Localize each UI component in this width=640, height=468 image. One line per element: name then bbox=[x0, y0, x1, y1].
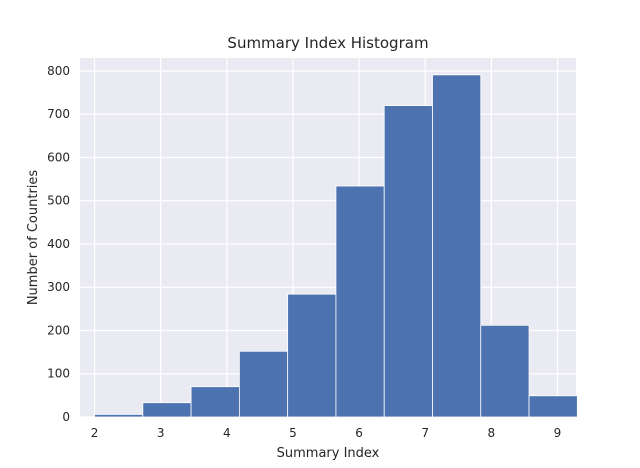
histogram-bar bbox=[94, 414, 144, 418]
x-tick-label: 6 bbox=[355, 426, 363, 440]
histogram-bar bbox=[190, 386, 240, 418]
y-axis-label: Number of Countries bbox=[26, 170, 41, 306]
y-tick-label: 500 bbox=[47, 194, 70, 208]
y-tick-label: 600 bbox=[47, 150, 70, 164]
x-tick-label: 3 bbox=[157, 426, 165, 440]
histogram-bar bbox=[528, 395, 578, 418]
x-tick-label: 9 bbox=[554, 426, 562, 440]
y-tick-label: 700 bbox=[47, 107, 70, 121]
y-tick-label: 800 bbox=[47, 64, 70, 78]
x-tick-label: 8 bbox=[488, 426, 496, 440]
x-tick-label: 4 bbox=[223, 426, 231, 440]
histogram-bar bbox=[480, 324, 530, 418]
histogram-bar bbox=[238, 350, 289, 418]
y-tick-label: 100 bbox=[47, 367, 70, 381]
y-axis-ticks: 0 100 200 300 400 500 600 700 800 bbox=[47, 64, 70, 424]
y-tick-label: 200 bbox=[47, 323, 70, 337]
y-tick-label: 300 bbox=[47, 280, 70, 294]
x-axis-label: Summary Index bbox=[277, 446, 380, 461]
x-tick-label: 7 bbox=[421, 426, 429, 440]
chart-title: Summary Index Histogram bbox=[227, 34, 428, 52]
x-tick-label: 5 bbox=[289, 426, 297, 440]
bars bbox=[94, 74, 578, 418]
histogram-bar bbox=[335, 185, 385, 418]
histogram-bar bbox=[287, 293, 337, 418]
x-axis-ticks: 2 3 4 5 6 7 8 9 bbox=[91, 426, 562, 440]
x-tick-label: 2 bbox=[91, 426, 99, 440]
histogram-bar bbox=[142, 402, 192, 418]
histogram-bar bbox=[383, 105, 433, 418]
histogram-bar bbox=[432, 74, 482, 418]
y-tick-label: 0 bbox=[62, 410, 70, 424]
y-tick-label: 400 bbox=[47, 237, 70, 251]
